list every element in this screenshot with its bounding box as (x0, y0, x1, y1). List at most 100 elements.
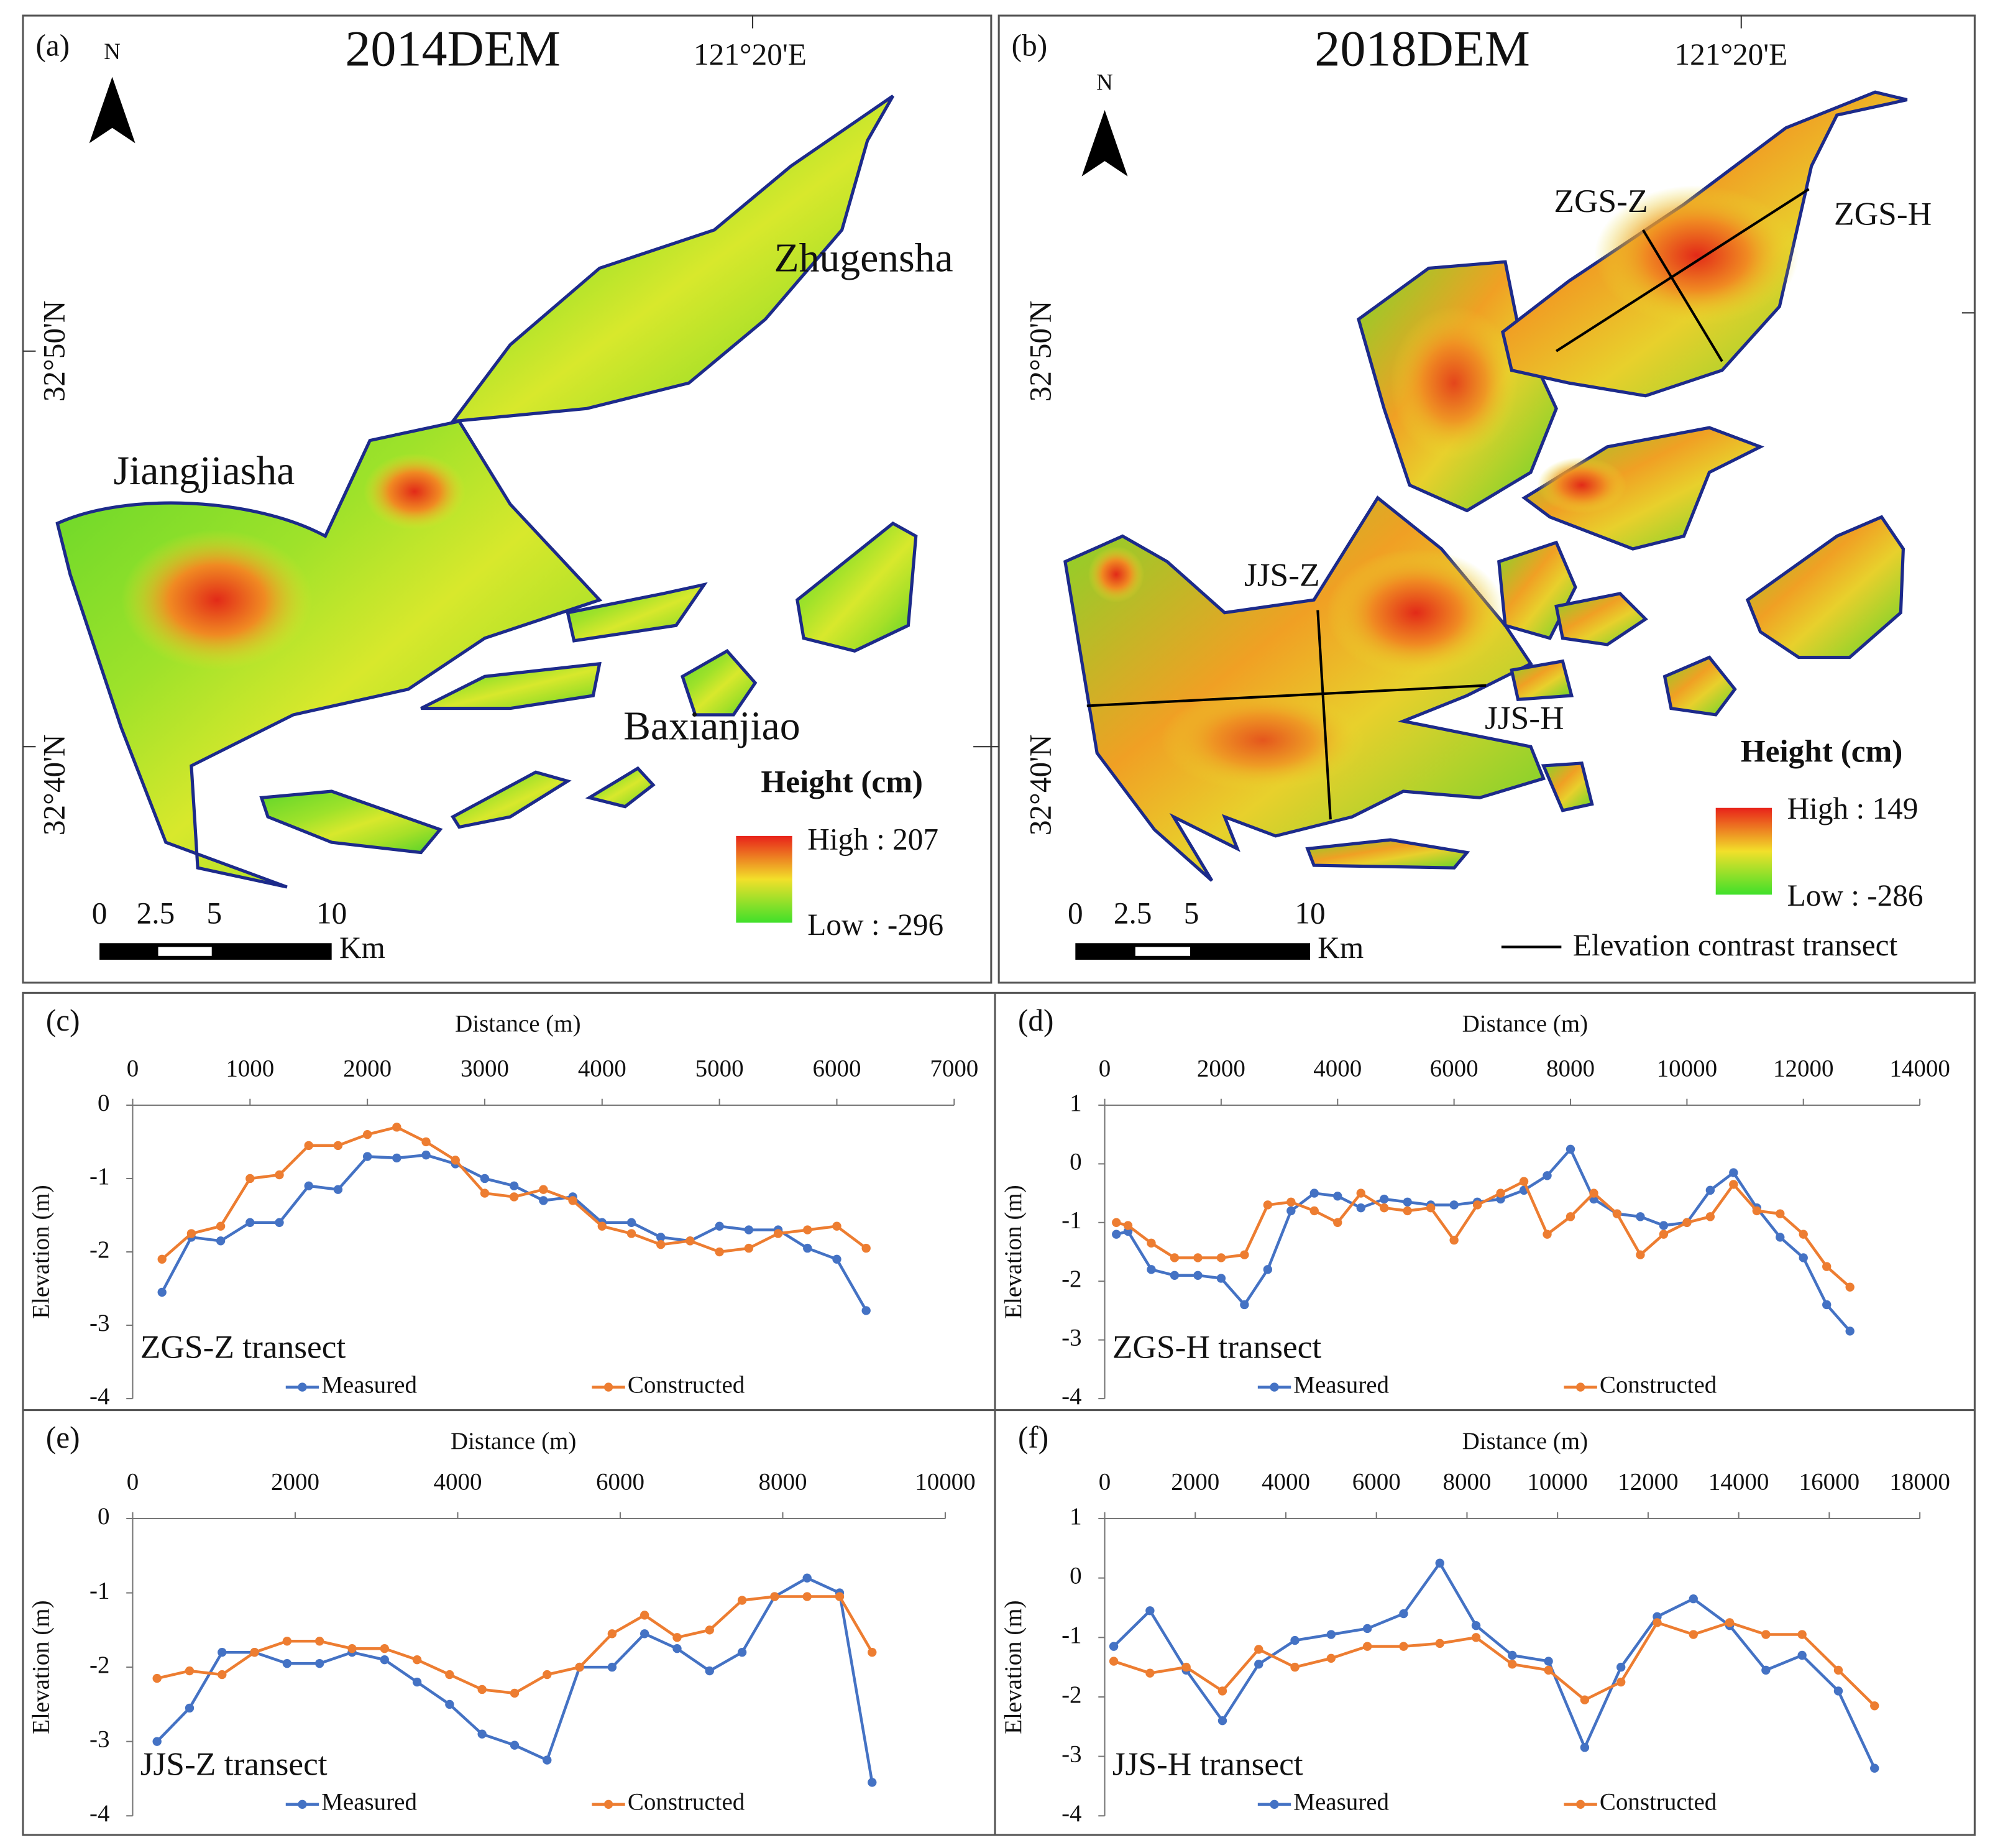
island (681, 648, 758, 717)
x-axis-title: Distance (m) (1462, 1011, 1588, 1037)
data-point (1216, 1274, 1226, 1283)
data-point (1309, 1188, 1319, 1198)
transect-label: JJS-Z (1244, 556, 1320, 594)
scale-bar (158, 947, 212, 956)
x-tick-label: 2000 (271, 1469, 319, 1496)
series-line (160, 1153, 868, 1312)
x-axis-title: Distance (m) (455, 1011, 580, 1037)
scale-label: 2.5 (137, 896, 175, 930)
data-point (1326, 1653, 1336, 1663)
island (1521, 426, 1764, 551)
data-point (152, 1673, 162, 1683)
series-line (1113, 1620, 1876, 1707)
data-point (539, 1196, 548, 1205)
x-tick-label: 0 (127, 1469, 139, 1496)
data-point (1761, 1630, 1771, 1639)
data-point (480, 1174, 490, 1184)
data-point (1380, 1203, 1389, 1213)
y-tick-label: -1 (89, 1163, 109, 1190)
data-point (315, 1658, 324, 1668)
data-point (1263, 1265, 1273, 1274)
island (420, 661, 602, 710)
legend-label: Constructed (1600, 1789, 1717, 1816)
legend-label: Constructed (1600, 1372, 1717, 1399)
panel-frame (997, 14, 1976, 984)
data-point (445, 1670, 454, 1680)
data-point (1181, 1662, 1191, 1672)
legend-high: High : 149 (1787, 791, 1919, 825)
data-point (185, 1666, 195, 1676)
data-point (1616, 1662, 1626, 1672)
data-point (282, 1658, 292, 1668)
data-point (607, 1629, 617, 1639)
data-point (1240, 1250, 1249, 1259)
north-label: N (104, 39, 121, 64)
data-point (1286, 1197, 1296, 1207)
scale-label: 10 (1295, 896, 1325, 930)
data-point (744, 1243, 754, 1253)
panel-label: (b) (1012, 29, 1047, 63)
data-point (835, 1592, 845, 1601)
data-point (304, 1181, 313, 1190)
y-tick-label: -2 (1061, 1266, 1081, 1292)
data-point (1193, 1253, 1203, 1262)
x-tick-label: 10000 (1527, 1469, 1587, 1496)
data-point (568, 1196, 577, 1205)
data-point (509, 1192, 519, 1202)
x-tick-label: 10000 (1657, 1055, 1717, 1082)
data-point (275, 1170, 284, 1180)
data-point (1729, 1180, 1738, 1189)
data-point (185, 1703, 195, 1713)
y-tick-label: -3 (1061, 1325, 1081, 1351)
scale-unit: Km (1318, 931, 1364, 965)
data-point (705, 1666, 714, 1676)
data-point (1544, 1657, 1553, 1666)
legend-swatch (1575, 1800, 1585, 1809)
transect-label: JJS-H (1485, 699, 1564, 736)
y-tick-label: 1 (1070, 1503, 1082, 1530)
data-point (1580, 1743, 1590, 1752)
data-point (1112, 1230, 1121, 1239)
data-point (1217, 1716, 1227, 1726)
data-point (744, 1225, 754, 1234)
data-point (868, 1778, 877, 1787)
data-point (861, 1243, 871, 1253)
scale-label: 0 (1068, 896, 1083, 930)
data-point (392, 1153, 401, 1163)
island (566, 582, 708, 643)
legend-title: Height (cm) (1741, 733, 1903, 769)
annotation: ZGS-Z transect (140, 1328, 346, 1365)
place-name: Jiangjiasha (114, 448, 295, 494)
x-tick-label: 6000 (1352, 1469, 1401, 1496)
data-point (1216, 1253, 1226, 1262)
data-point (1333, 1218, 1342, 1227)
data-point (715, 1221, 724, 1231)
series-line (1112, 1560, 1876, 1769)
data-point (770, 1592, 779, 1601)
legend-swatch (1270, 1800, 1279, 1809)
data-point (868, 1648, 877, 1657)
y-tick-label: -3 (1061, 1741, 1081, 1768)
legend-label: Measured (1293, 1372, 1389, 1399)
transect-line (1556, 188, 1810, 352)
data-point (1263, 1200, 1273, 1210)
data-point (216, 1221, 226, 1231)
data-point (832, 1254, 841, 1264)
data-point (803, 1243, 812, 1253)
y-tick-label: -1 (89, 1578, 109, 1604)
data-point (1752, 1206, 1761, 1216)
data-point (543, 1670, 552, 1680)
data-point (1616, 1677, 1626, 1687)
data-point (1435, 1558, 1444, 1568)
data-point (1333, 1192, 1342, 1201)
data-point (1286, 1206, 1296, 1216)
x-axis-title: Distance (m) (1462, 1428, 1588, 1455)
data-point (1193, 1271, 1203, 1280)
data-point (1426, 1203, 1436, 1213)
data-point (802, 1573, 812, 1583)
x-tick-label: 4000 (433, 1469, 482, 1496)
island (449, 94, 895, 423)
x-tick-label: 0 (1099, 1469, 1111, 1496)
x-tick-label: 16000 (1799, 1469, 1859, 1496)
data-point (1472, 1200, 1482, 1210)
